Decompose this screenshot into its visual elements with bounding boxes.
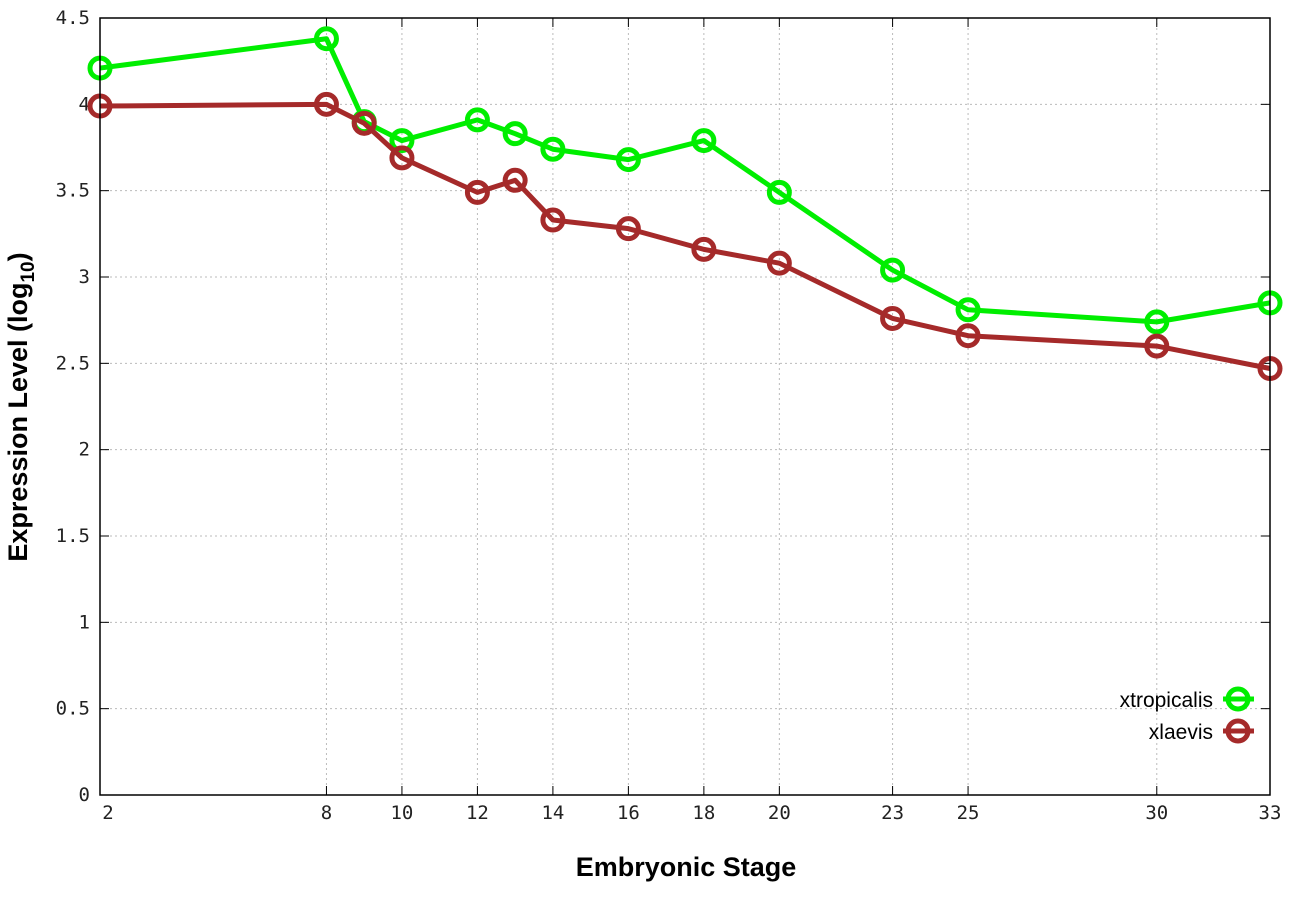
y-tick-label: 1.5 — [56, 525, 90, 547]
y-tick-label: 4.5 — [56, 7, 90, 29]
data-point — [880, 257, 906, 283]
data-point — [766, 179, 792, 205]
y-tick-label: 1 — [79, 611, 90, 633]
y-axis-label-end: ) — [3, 252, 33, 261]
data-point — [313, 26, 339, 52]
x-axis-label: Embryonic Stage — [576, 852, 797, 882]
x-tick-label: 25 — [957, 802, 980, 824]
data-point — [1144, 333, 1170, 359]
data-point — [464, 107, 490, 133]
y-axis-label: Expression Level (log10) — [3, 252, 39, 561]
x-tick-label: 10 — [390, 802, 413, 824]
y-tick-label: 3.5 — [56, 180, 90, 202]
y-tick-label: 4 — [79, 93, 90, 115]
x-tick-label: 20 — [768, 802, 791, 824]
y-axis-label-main: Expression Level (log — [3, 283, 33, 562]
legend-marker — [1225, 686, 1251, 712]
series-xtropicalis — [87, 26, 1283, 335]
data-point — [691, 236, 717, 262]
data-point — [464, 179, 490, 205]
y-tick-label: 2 — [79, 439, 90, 461]
data-point — [502, 121, 528, 147]
y-tick-label: 0.5 — [56, 698, 90, 720]
y-tick-label: 0 — [79, 784, 90, 806]
series-xlaevis — [87, 91, 1283, 382]
data-point — [540, 136, 566, 162]
data-point — [351, 110, 377, 136]
legend-marker — [1225, 718, 1251, 744]
data-point — [880, 305, 906, 331]
x-tick-label: 30 — [1145, 802, 1168, 824]
tick-labels: 0 0.5 1 1.5 2 2.5 3 3.5 4 4.5 2 8 10 12 14 16 18 20 23 25 30… — [56, 7, 1282, 824]
legend-label: xlaevis — [1149, 721, 1213, 744]
data-point — [1144, 309, 1170, 335]
x-tick-label: 23 — [881, 802, 904, 824]
data-point — [691, 128, 717, 154]
data-point — [502, 167, 528, 193]
data-point — [389, 145, 415, 171]
x-tick-label: 18 — [692, 802, 715, 824]
x-tick-label: 14 — [541, 802, 564, 824]
x-tick-label: 16 — [617, 802, 640, 824]
x-tick-label: 8 — [321, 802, 332, 824]
legend: xtropicalis xlaevis — [1120, 686, 1254, 744]
data-point — [955, 297, 981, 323]
series-layer — [87, 26, 1283, 382]
y-tick-label: 3 — [79, 266, 90, 288]
data-point — [766, 250, 792, 276]
legend-label: xtropicalis — [1120, 689, 1213, 712]
series-line — [99, 36, 1271, 325]
x-tick-label: 2 — [102, 802, 113, 824]
data-point — [955, 323, 981, 349]
data-point — [615, 147, 641, 173]
data-point — [389, 128, 415, 154]
y-tick-label: 2.5 — [56, 352, 90, 374]
grid — [99, 17, 1271, 796]
data-point — [313, 91, 339, 117]
plot-frame — [99, 17, 1271, 796]
x-tick-label: 33 — [1259, 802, 1282, 824]
x-tick-label: 12 — [466, 802, 489, 824]
data-point — [615, 216, 641, 242]
data-point — [540, 207, 566, 233]
y-axis-label-sub: 10 — [18, 261, 39, 282]
